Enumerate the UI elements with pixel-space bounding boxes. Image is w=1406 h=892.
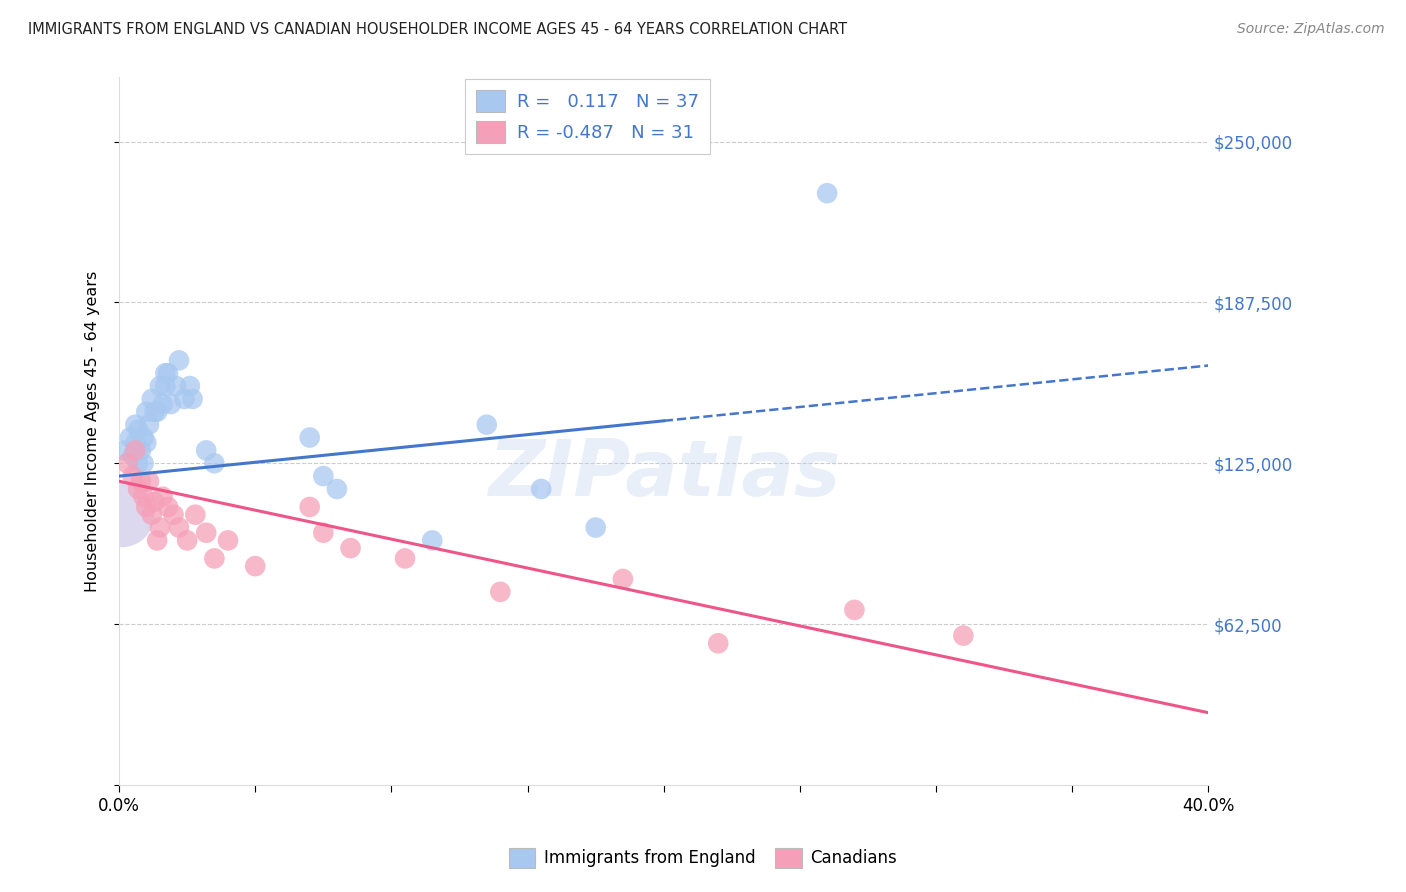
Point xyxy=(114,443,136,458)
Point xyxy=(245,559,267,574)
Point xyxy=(155,366,177,380)
Point xyxy=(612,572,634,586)
Point xyxy=(138,417,160,432)
Point xyxy=(167,353,190,368)
Point xyxy=(159,397,181,411)
Point xyxy=(585,520,607,534)
Point xyxy=(195,525,218,540)
Point xyxy=(118,431,141,445)
Point xyxy=(132,431,155,445)
Point xyxy=(141,508,163,522)
Point xyxy=(952,629,974,643)
Point xyxy=(844,603,866,617)
Point xyxy=(124,435,146,450)
Point xyxy=(115,456,138,470)
Point xyxy=(157,500,180,514)
Point xyxy=(165,379,187,393)
Point xyxy=(815,186,838,201)
Point xyxy=(184,508,207,522)
Point xyxy=(129,475,152,489)
Point xyxy=(339,541,361,555)
Point xyxy=(135,405,157,419)
Point xyxy=(121,449,143,463)
Point xyxy=(202,456,225,470)
Point xyxy=(202,551,225,566)
Point xyxy=(141,392,163,406)
Point xyxy=(111,508,134,522)
Point xyxy=(298,500,321,514)
Point xyxy=(312,469,335,483)
Legend: R =   0.117   N = 37, R = -0.487   N = 31: R = 0.117 N = 37, R = -0.487 N = 31 xyxy=(465,79,710,154)
Text: Source: ZipAtlas.com: Source: ZipAtlas.com xyxy=(1237,22,1385,37)
Point xyxy=(530,482,553,496)
Point xyxy=(298,431,321,445)
Point xyxy=(146,405,169,419)
Point xyxy=(157,366,180,380)
Point xyxy=(152,397,174,411)
Point xyxy=(312,525,335,540)
Point xyxy=(127,456,149,470)
Point xyxy=(217,533,239,548)
Point xyxy=(146,533,169,548)
Point xyxy=(326,482,349,496)
Point xyxy=(475,417,498,432)
Point xyxy=(143,405,166,419)
Y-axis label: Householder Income Ages 45 - 64 years: Householder Income Ages 45 - 64 years xyxy=(86,270,100,591)
Point xyxy=(132,456,155,470)
Point xyxy=(420,533,443,548)
Legend: Immigrants from England, Canadians: Immigrants from England, Canadians xyxy=(502,841,904,875)
Point xyxy=(489,585,512,599)
Point xyxy=(124,417,146,432)
Point xyxy=(394,551,416,566)
Point xyxy=(124,443,146,458)
Point xyxy=(135,500,157,514)
Point xyxy=(152,490,174,504)
Text: IMMIGRANTS FROM ENGLAND VS CANADIAN HOUSEHOLDER INCOME AGES 45 - 64 YEARS CORREL: IMMIGRANTS FROM ENGLAND VS CANADIAN HOUS… xyxy=(28,22,848,37)
Point xyxy=(195,443,218,458)
Point xyxy=(167,520,190,534)
Point xyxy=(179,379,201,393)
Point xyxy=(176,533,198,548)
Text: ZIPatlas: ZIPatlas xyxy=(488,435,839,511)
Point xyxy=(127,423,149,437)
Point xyxy=(181,392,204,406)
Point xyxy=(149,379,172,393)
Point xyxy=(149,520,172,534)
Point xyxy=(173,392,195,406)
Point xyxy=(155,379,177,393)
Point xyxy=(121,469,143,483)
Point xyxy=(143,495,166,509)
Point xyxy=(707,636,730,650)
Point xyxy=(162,508,184,522)
Point xyxy=(135,435,157,450)
Point xyxy=(127,482,149,496)
Point xyxy=(138,475,160,489)
Point xyxy=(129,443,152,458)
Point xyxy=(132,490,155,504)
